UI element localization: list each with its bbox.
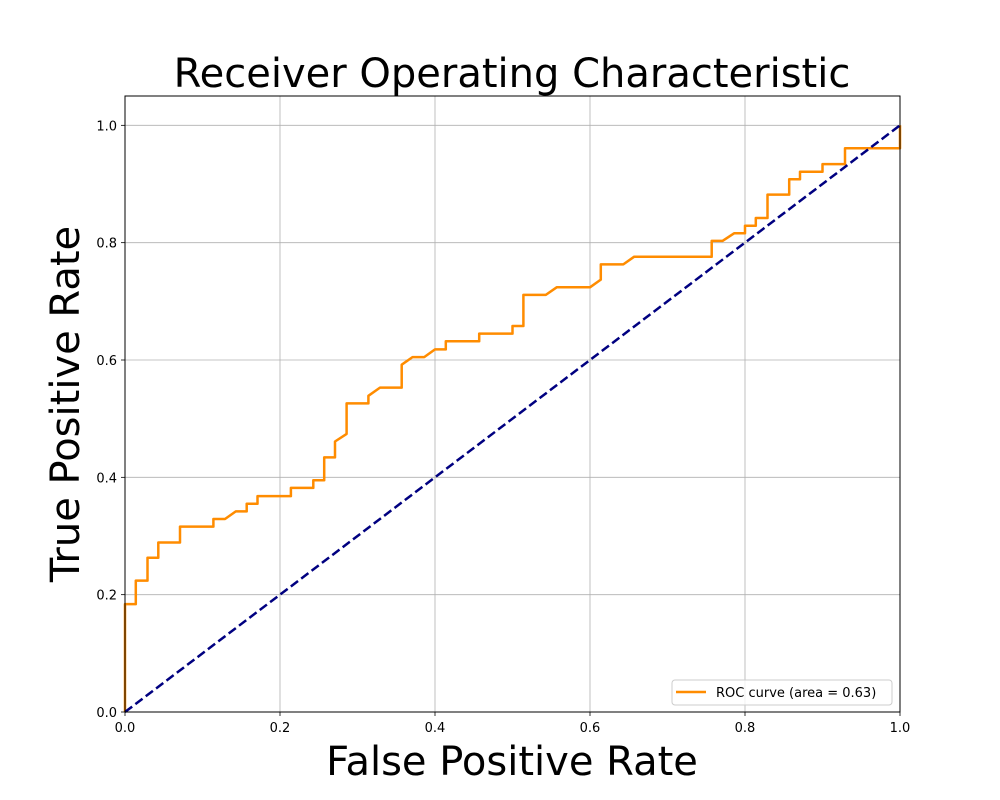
y-tick-label: 0.6 <box>96 354 117 369</box>
plot-frame <box>124 95 901 713</box>
x-tick-label: 0.6 <box>580 721 601 736</box>
x-tick-label: 1.0 <box>890 721 911 736</box>
y-tick-label: 0.8 <box>96 237 117 252</box>
y-axis-title: True Positive Rate <box>43 226 89 583</box>
grid <box>124 96 901 713</box>
series-layer <box>123 124 902 713</box>
x-tick-label: 0.8 <box>735 721 756 736</box>
y-tick-label: 0.4 <box>96 471 117 486</box>
x-tick-label: 0.2 <box>270 721 291 736</box>
y-tick-label: 0.2 <box>96 589 117 604</box>
chart-title: Receiver Operating Characteristic <box>174 51 851 97</box>
ticks: 0.0 0.2 0.4 0.6 0.8 1.0 0.0 0.2 0.4 0.6 0.8 1.0 <box>96 119 910 736</box>
x-axis-title: False Positive Rate <box>326 739 698 785</box>
y-tick-label: 0.0 <box>96 706 117 721</box>
roc-curve-line <box>123 125 902 712</box>
y-tick-label: 1.0 <box>96 119 117 134</box>
legend: ROC curve (area = 0.63) <box>671 679 893 706</box>
x-tick-label: 0.0 <box>115 721 136 736</box>
x-tick-label: 0.4 <box>425 721 446 736</box>
legend-label: ROC curve (area = 0.63) <box>716 686 876 701</box>
legend-box <box>671 679 893 706</box>
diagonal-reference-line <box>124 124 901 713</box>
